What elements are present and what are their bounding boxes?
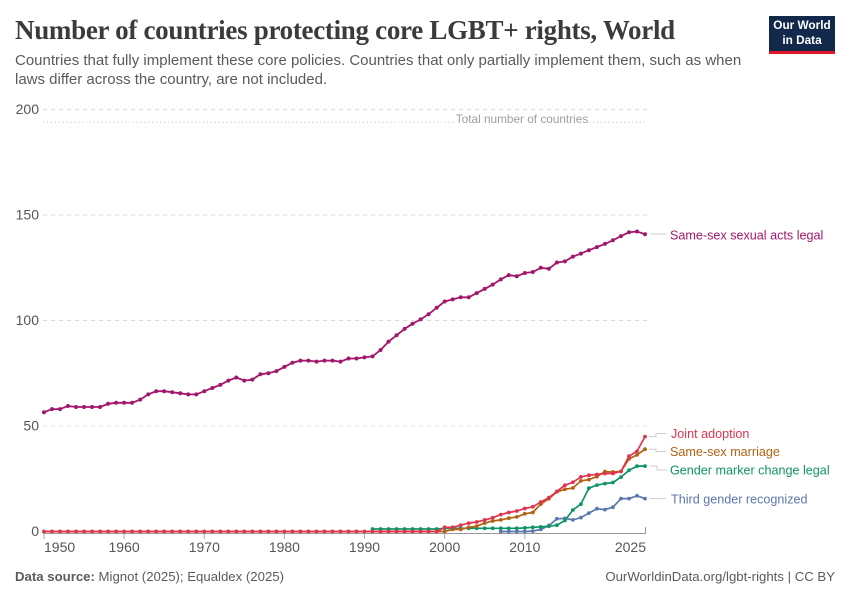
svg-text:100: 100	[16, 312, 40, 328]
svg-text:Same-sex sexual acts legal: Same-sex sexual acts legal	[670, 229, 823, 243]
svg-text:Same-sex marriage: Same-sex marriage	[670, 445, 780, 459]
svg-text:150: 150	[16, 207, 40, 223]
svg-text:Joint adoption: Joint adoption	[671, 427, 749, 441]
svg-text:Third gender recognized: Third gender recognized	[671, 493, 808, 507]
svg-text:1980: 1980	[269, 539, 300, 555]
svg-text:2025: 2025	[615, 539, 646, 555]
svg-text:0: 0	[31, 523, 39, 539]
svg-text:1970: 1970	[189, 539, 220, 555]
svg-text:200: 200	[16, 101, 40, 117]
svg-text:1990: 1990	[349, 539, 380, 555]
svg-text:2010: 2010	[509, 539, 540, 555]
svg-text:2000: 2000	[429, 539, 460, 555]
svg-text:1960: 1960	[109, 539, 140, 555]
svg-text:Gender marker change legal: Gender marker change legal	[670, 464, 830, 478]
svg-text:Total number of countries: Total number of countries	[456, 112, 589, 126]
svg-text:1950: 1950	[44, 539, 75, 555]
svg-text:50: 50	[23, 418, 39, 434]
